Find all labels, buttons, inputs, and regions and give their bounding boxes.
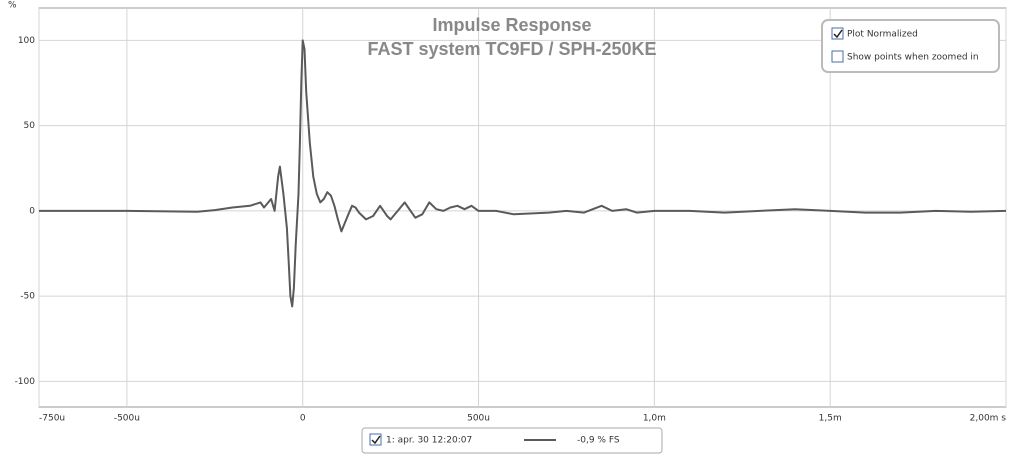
y-axis-label: % <box>8 1 17 11</box>
x-tick-label: -750u <box>39 414 65 424</box>
checkbox-label[interactable]: Plot Normalized <box>847 30 918 40</box>
plot-area <box>38 7 1007 408</box>
check-mark <box>833 29 843 39</box>
checkbox[interactable] <box>831 50 844 63</box>
legend-checkbox[interactable] <box>369 433 382 446</box>
chart-subtitle: FAST system TC9FD / SPH-250KE <box>367 39 656 59</box>
x-tick-label: 500u <box>467 414 490 424</box>
checkbox-label[interactable]: Show points when zoomed in <box>847 53 979 63</box>
x-tick-label: 1,0m <box>643 414 666 424</box>
series-line <box>39 39 1007 308</box>
chart-title: Impulse Response <box>432 15 591 35</box>
y-tick-label: 100 <box>18 36 35 46</box>
legend-value: -0,9 % FS <box>577 436 620 446</box>
controls-panel <box>821 19 1000 73</box>
check-mark <box>371 435 381 445</box>
x-tick-label: 0 <box>300 414 306 424</box>
x-tick-label: -500u <box>114 414 140 424</box>
y-tick-label: -50 <box>20 292 35 302</box>
y-tick-label: 0 <box>29 206 35 216</box>
checkbox[interactable] <box>831 27 844 40</box>
x-tick-label: 1,5m <box>819 414 842 424</box>
y-tick-label: -100 <box>15 377 36 387</box>
lines <box>39 39 1007 308</box>
x-tick-label: 2,00m s <box>970 414 1007 424</box>
legend-label: 1: apr. 30 12:20:07 <box>386 436 472 446</box>
y-tick-label: 50 <box>24 121 36 131</box>
legend <box>361 427 663 454</box>
